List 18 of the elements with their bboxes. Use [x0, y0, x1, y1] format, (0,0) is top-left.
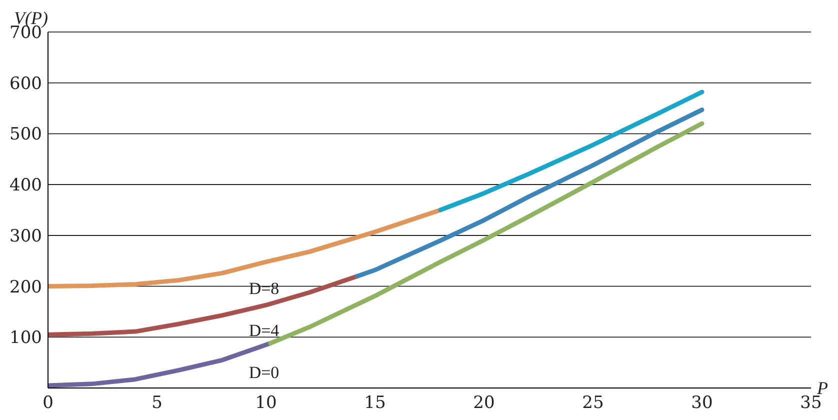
annotation: D=4 — [248, 321, 280, 340]
x-tick-label: 20 — [473, 393, 495, 414]
x-tick-label: 25 — [582, 393, 604, 414]
line-series — [355, 108, 704, 278]
x-tick-label: 5 — [152, 393, 162, 414]
x-tick-label: 15 — [364, 393, 386, 414]
y-tick-label: 400 — [10, 176, 42, 196]
x-tick-label: 10 — [255, 393, 277, 414]
annotation: D=0 — [248, 363, 280, 382]
line-series — [438, 90, 704, 212]
x-tick-label: 0 — [42, 393, 54, 414]
line-series — [48, 274, 360, 337]
y-tick-label: 200 — [10, 277, 42, 298]
y-tick-label: 100 — [10, 328, 42, 348]
y-tick-label: 300 — [10, 226, 42, 246]
y-tick-label: 600 — [10, 74, 42, 94]
y-tick-label: 500 — [10, 124, 42, 145]
x-tick-label: 30 — [691, 393, 713, 414]
